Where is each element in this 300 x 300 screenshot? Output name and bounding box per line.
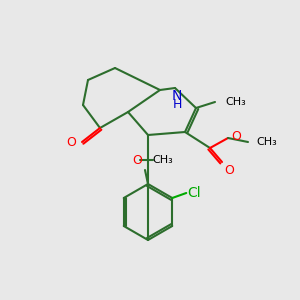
Text: O: O bbox=[231, 130, 241, 142]
Text: H: H bbox=[172, 98, 182, 110]
Text: CH₃: CH₃ bbox=[153, 155, 173, 165]
Text: O: O bbox=[66, 136, 76, 148]
Text: CH₃: CH₃ bbox=[256, 137, 277, 147]
Text: N: N bbox=[172, 89, 182, 103]
Text: O: O bbox=[132, 154, 142, 166]
Text: O: O bbox=[224, 164, 234, 177]
Text: CH₃: CH₃ bbox=[225, 97, 246, 107]
Text: Cl: Cl bbox=[188, 186, 201, 200]
